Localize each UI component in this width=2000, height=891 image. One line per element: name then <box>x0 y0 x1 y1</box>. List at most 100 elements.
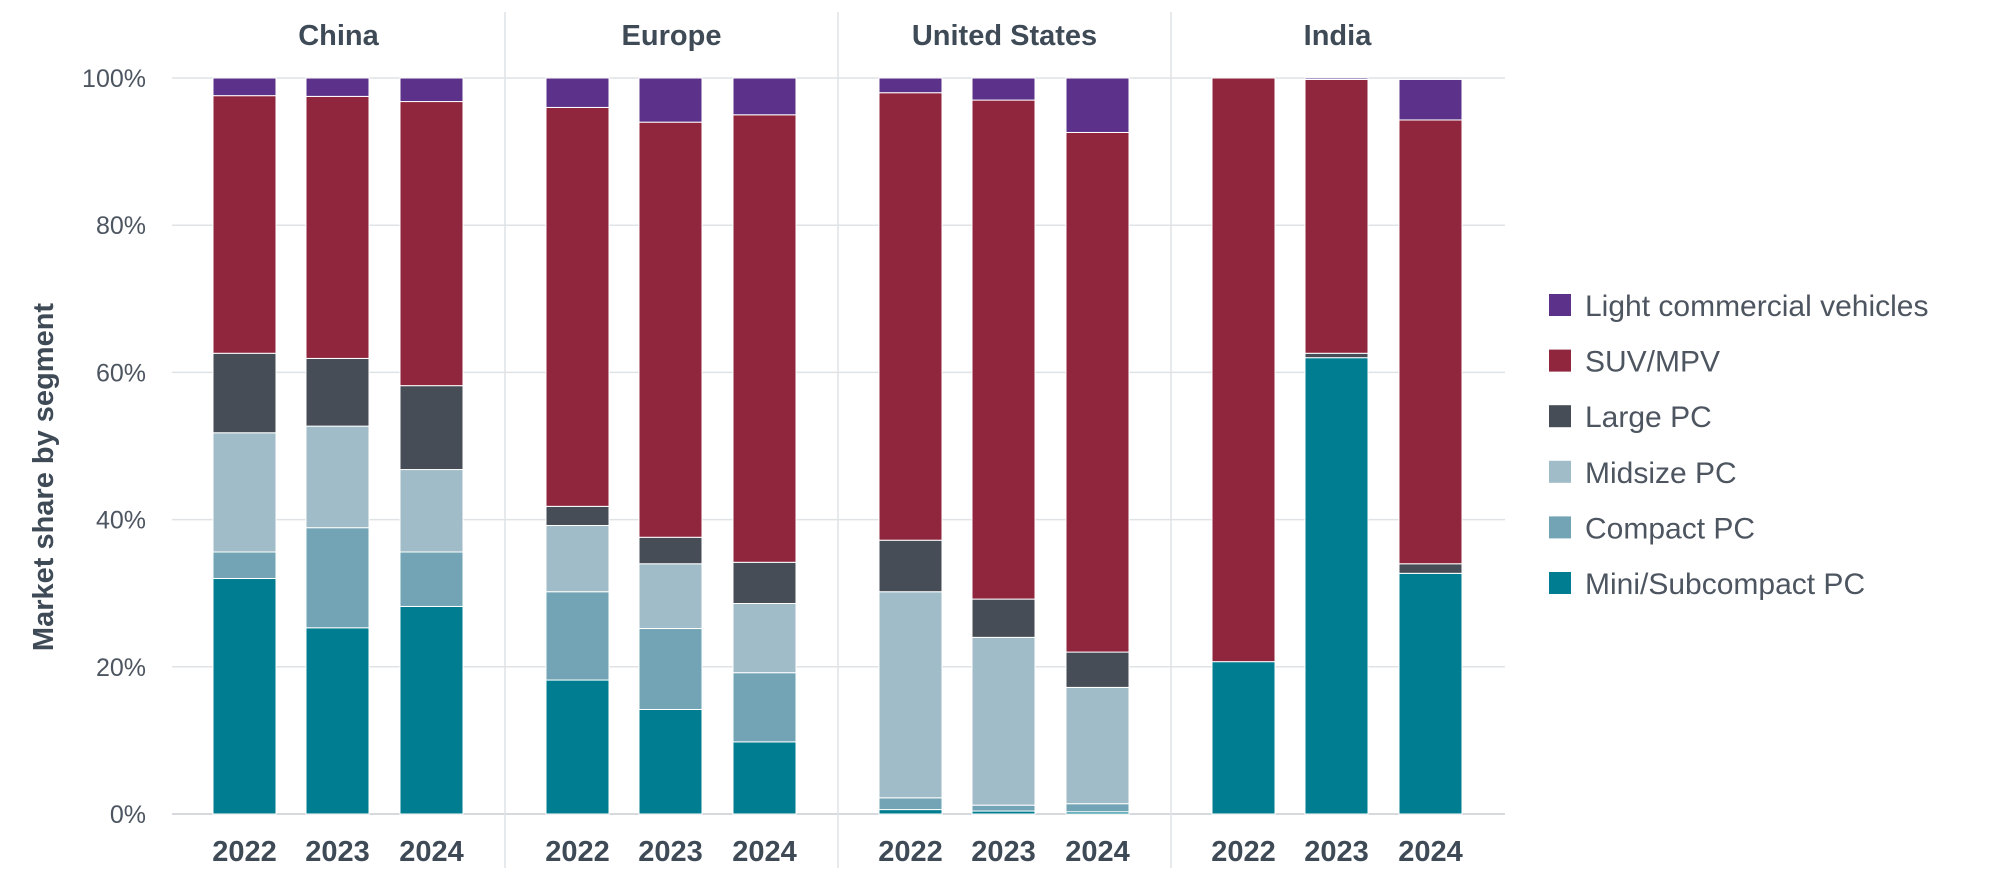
bar-segment-united-states-2023-light-commercial-vehicles <box>971 77 1036 101</box>
bar-segment-china-2024-compact-pc <box>399 551 464 607</box>
bar-segment-united-states-2022-mini-subcompact-pc <box>878 809 943 815</box>
x-tick-label: 2023 <box>971 836 1036 868</box>
bar-segment-india-2023-large-pc <box>1304 352 1369 359</box>
bar-segment-united-states-2023-suv-mpv <box>971 99 1036 600</box>
bar-segment-europe-2022-large-pc <box>545 505 610 526</box>
bar-segment-europe-2024-compact-pc <box>732 672 797 743</box>
bar-segment-united-states-2023-compact-pc <box>971 804 1036 812</box>
x-tick-label: 2023 <box>1304 836 1369 868</box>
bar-segment-united-states-2023-midsize-pc <box>971 636 1036 806</box>
bar-segment-united-states-2024-compact-pc <box>1065 803 1130 813</box>
bar-segment-india-2024-suv-mpv <box>1398 119 1463 565</box>
y-axis-title: Market share by segment <box>28 303 60 651</box>
panel-titles: China Europe United States India <box>298 20 1372 52</box>
bars <box>212 77 1463 815</box>
legend-item-compact-pc: Compact PC <box>1549 512 1755 545</box>
legend-item-light-commercial-vehicles: Light commercial vehicles <box>1549 290 1928 323</box>
panel-title-india: India <box>1304 20 1373 52</box>
y-tick-label: 20% <box>96 654 146 682</box>
legend-label: SUV/MPV <box>1585 346 1720 379</box>
bar-segment-europe-2022-light-commercial-vehicles <box>545 77 610 108</box>
bar-segment-united-states-2023-large-pc <box>971 598 1036 638</box>
bar-segment-europe-2024-suv-mpv <box>732 114 797 563</box>
legend: Light commercial vehicles SUV/MPV Large PC… <box>1549 290 1928 601</box>
bar-segment-europe-2024-large-pc <box>732 561 797 605</box>
panel-separators <box>504 12 1172 868</box>
bar-segment-china-2023-light-commercial-vehicles <box>305 77 370 97</box>
panel-title-china: China <box>298 20 379 52</box>
legend-label: Compact PC <box>1585 512 1755 545</box>
x-tick-label: 2022 <box>545 836 610 868</box>
panel-title-europe: Europe <box>622 20 722 52</box>
legend-label: Midsize PC <box>1585 457 1737 490</box>
legend-swatch <box>1549 516 1571 539</box>
panel-title-united-states: United States <box>912 20 1097 52</box>
x-tick-label: 2024 <box>399 836 464 868</box>
bar-segment-india-2023-light-commercial-vehicles <box>1304 77 1369 80</box>
bar-segment-united-states-2022-compact-pc <box>878 797 943 811</box>
x-tick-label: 2024 <box>1065 836 1130 868</box>
bar-segment-europe-2022-midsize-pc <box>545 524 610 593</box>
bar-segment-united-states-2024-light-commercial-vehicles <box>1065 77 1130 133</box>
x-tick-label: 2024 <box>732 836 797 868</box>
bar-segment-china-2024-large-pc <box>399 385 464 471</box>
legend-item-midsize-pc: Midsize PC <box>1549 457 1737 490</box>
legend-swatch <box>1549 349 1571 372</box>
bar-segment-china-2023-large-pc <box>305 357 370 427</box>
bar-segment-united-states-2022-light-commercial-vehicles <box>878 77 943 94</box>
y-tick-label: 0% <box>110 801 146 829</box>
bar-segment-united-states-2024-midsize-pc <box>1065 686 1130 805</box>
x-tick-label: 2022 <box>878 836 943 868</box>
bar-segment-india-2022-suv-mpv <box>1211 77 1276 663</box>
x-axis-labels: 2022 2023 2024 2022 2023 2024 2022 2023 2024 2022… <box>212 836 1463 868</box>
bar-segment-europe-2024-midsize-pc <box>732 603 797 674</box>
bar-segment-india-2024-mini-subcompact-pc <box>1398 572 1463 815</box>
bar-segment-china-2023-suv-mpv <box>305 95 370 359</box>
bar-segment-europe-2024-mini-subcompact-pc <box>732 741 797 815</box>
legend-swatch <box>1549 405 1571 428</box>
legend-item-mini-subcompact-pc: Mini/Subcompact PC <box>1549 568 1865 601</box>
legend-swatch <box>1549 294 1571 316</box>
bar-segment-china-2024-light-commercial-vehicles <box>399 77 464 103</box>
bar-segment-china-2022-midsize-pc <box>212 432 277 553</box>
x-tick-label: 2023 <box>305 836 370 868</box>
legend-swatch <box>1549 460 1571 483</box>
y-tick-label: 80% <box>96 212 146 240</box>
bar-segment-china-2024-suv-mpv <box>399 101 464 387</box>
bar-segment-india-2024-large-pc <box>1398 563 1463 574</box>
bar-segment-europe-2023-light-commercial-vehicles <box>638 77 703 123</box>
bar-segment-china-2023-midsize-pc <box>305 425 370 529</box>
y-tick-label: 100% <box>82 65 146 93</box>
bar-segment-united-states-2024-suv-mpv <box>1065 131 1130 653</box>
bar-segment-china-2024-midsize-pc <box>399 469 464 553</box>
bar-segment-europe-2022-compact-pc <box>545 591 610 681</box>
bar-segment-europe-2022-mini-subcompact-pc <box>545 679 610 815</box>
bar-segment-china-2022-light-commercial-vehicles <box>212 77 277 97</box>
bar-segment-europe-2023-large-pc <box>638 536 703 565</box>
bar-segment-india-2024-light-commercial-vehicles <box>1398 78 1463 121</box>
x-tick-label: 2024 <box>1398 836 1463 868</box>
legend-label: Light commercial vehicles <box>1585 290 1928 323</box>
bar-segment-united-states-2022-midsize-pc <box>878 591 943 799</box>
bar-segment-europe-2023-midsize-pc <box>638 563 703 630</box>
bar-segment-india-2023-suv-mpv <box>1304 78 1369 354</box>
legend-label: Mini/Subcompact PC <box>1585 568 1865 601</box>
bar-segment-china-2023-compact-pc <box>305 527 370 629</box>
bar-segment-india-2023-mini-subcompact-pc <box>1304 357 1369 815</box>
bar-segment-europe-2023-compact-pc <box>638 628 703 710</box>
bar-segment-china-2024-mini-subcompact-pc <box>399 605 464 815</box>
bar-segment-united-states-2022-large-pc <box>878 539 943 593</box>
bar-segment-united-states-2024-large-pc <box>1065 651 1130 688</box>
x-tick-label: 2022 <box>212 836 277 868</box>
bar-segment-europe-2023-suv-mpv <box>638 121 703 538</box>
bar-segment-china-2023-mini-subcompact-pc <box>305 627 370 815</box>
x-tick-label: 2022 <box>1211 836 1276 868</box>
bar-segment-india-2022-mini-subcompact-pc <box>1211 661 1276 815</box>
y-axis: Market share by segment 0% 20% 40% 60% 80% 10… <box>28 65 146 829</box>
bar-segment-china-2022-suv-mpv <box>212 95 277 354</box>
legend-label: Large PC <box>1585 401 1712 434</box>
bar-segment-europe-2022-suv-mpv <box>545 106 610 507</box>
y-tick-label: 60% <box>96 359 146 387</box>
bar-segment-china-2022-mini-subcompact-pc <box>212 577 277 815</box>
